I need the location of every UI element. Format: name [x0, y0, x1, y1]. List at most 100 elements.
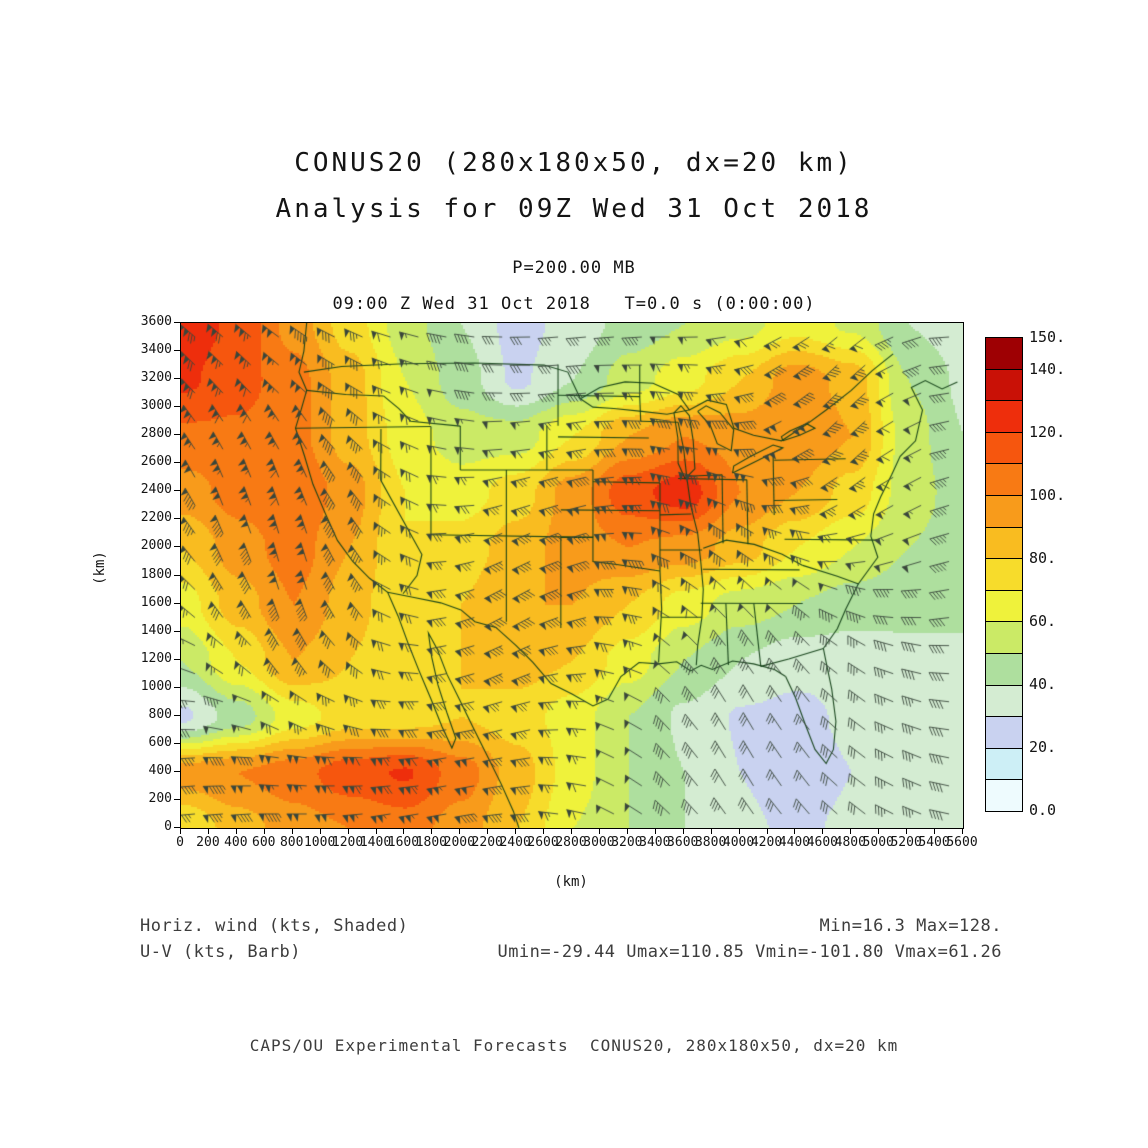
x-tick [878, 828, 880, 834]
x-tick-label: 400 [224, 835, 248, 850]
x-tick [180, 828, 181, 834]
colorbar-segment [986, 685, 1022, 718]
y-tick-label: 2800 [140, 426, 172, 442]
y-tick [174, 630, 180, 632]
y-tick [174, 350, 180, 352]
x-tick-label: 4800 [834, 835, 866, 850]
y-tick [174, 658, 180, 660]
x-tick-label: 2200 [471, 835, 503, 850]
x-tick [682, 828, 684, 834]
x-tick [347, 828, 349, 834]
x-tick-label: 3200 [611, 835, 643, 850]
colorbar-tick-label: 80. [1029, 548, 1057, 567]
y-tick-label: 1800 [140, 566, 172, 582]
y-tick [174, 378, 180, 380]
x-tick [263, 828, 265, 834]
colorbar-tick-label: 140. [1029, 359, 1066, 378]
y-axis-label: (km) [92, 551, 108, 585]
x-tick [962, 828, 963, 834]
y-tick [174, 322, 180, 323]
y-tick-label: 600 [148, 734, 172, 750]
y-tick [174, 714, 180, 716]
wind-field-canvas [181, 323, 963, 828]
x-tick-label: 3000 [583, 835, 615, 850]
colorbar [985, 337, 1023, 812]
y-tick-label: 800 [148, 706, 172, 722]
x-tick-label: 2400 [499, 835, 531, 850]
colorbar-segment [986, 495, 1022, 528]
x-tick-label: 2000 [443, 835, 475, 850]
colorbar-segment [986, 369, 1022, 402]
colorbar-segment [986, 653, 1022, 686]
x-axis-label: (km) [554, 874, 588, 890]
x-tick [626, 828, 628, 834]
colorbar-segment [986, 590, 1022, 623]
colorbar-tick-label: 100. [1029, 485, 1066, 504]
y-tick [174, 434, 180, 436]
map-plot-frame [180, 322, 964, 829]
x-tick [235, 828, 237, 834]
x-tick-label: 5200 [890, 835, 922, 850]
y-tick [174, 462, 180, 464]
x-tick [766, 828, 768, 834]
valid-time-label: 09:00 Z Wed 31 Oct 2018 T=0.0 s (0:00:00… [332, 294, 816, 314]
colorbar-segment [986, 401, 1022, 433]
x-tick [822, 828, 824, 834]
x-tick-label: 3600 [667, 835, 699, 850]
uv-minmax-label: Umin=-29.44 Umax=110.85 Vmin=-101.80 Vma… [497, 942, 1002, 962]
y-tick [174, 574, 180, 576]
x-tick-label: 1600 [387, 835, 420, 850]
y-tick [174, 518, 180, 520]
barb-field-caption: U-V (kts, Barb) [140, 942, 302, 962]
x-tick [431, 828, 433, 834]
y-tick [174, 406, 180, 408]
x-tick [850, 828, 852, 834]
x-tick-label: 800 [279, 835, 304, 850]
y-tick-label: 3200 [140, 370, 172, 386]
colorbar-tick-label: 150. [1029, 328, 1066, 346]
colorbar-segment [986, 527, 1022, 560]
shaded-field-caption: Horiz. wind (kts, Shaded) [140, 916, 409, 936]
y-tick-label: 1600 [140, 594, 172, 610]
colorbar-tick-label: 40. [1029, 674, 1057, 693]
x-tick-label: 3400 [639, 835, 671, 850]
x-tick-label: 5600 [946, 835, 978, 850]
colorbar-segment [986, 717, 1022, 749]
x-tick [291, 828, 293, 834]
y-tick-label: 400 [148, 762, 172, 778]
colorbar-segment [986, 464, 1022, 496]
y-tick [174, 798, 180, 800]
x-tick [543, 828, 545, 834]
y-tick-label: 1400 [140, 622, 172, 638]
x-tick-label: 4600 [806, 835, 838, 850]
x-tick [319, 828, 321, 834]
x-tick-label: 3800 [694, 835, 727, 850]
x-tick [207, 828, 209, 834]
y-tick [174, 827, 180, 828]
y-tick [174, 742, 180, 744]
x-tick [710, 828, 712, 834]
x-tick-label: 4200 [750, 835, 783, 850]
y-tick [174, 602, 180, 604]
x-tick [598, 828, 600, 834]
y-tick-label: 1200 [140, 650, 172, 666]
colorbar-segment [986, 622, 1022, 654]
x-tick-label: 200 [196, 835, 220, 850]
x-tick-label: 1800 [415, 835, 447, 850]
colorbar-tick-label: 20. [1029, 737, 1057, 756]
colorbar-tick-label: 60. [1029, 611, 1057, 630]
x-tick-label: 4400 [778, 835, 811, 850]
x-tick [403, 828, 405, 834]
x-tick [459, 828, 461, 834]
x-tick-label: 4000 [722, 835, 755, 850]
x-tick [571, 828, 572, 834]
colorbar-tick-label: 0.0 [1029, 801, 1057, 819]
x-tick [906, 828, 908, 834]
colorbar-segment [986, 780, 1022, 811]
y-tick-label: 3600 [140, 314, 172, 329]
field-minmax-label: Min=16.3 Max=128. [819, 916, 1002, 936]
footer-caption: CAPS/OU Experimental Forecasts CONUS20, … [249, 1036, 899, 1055]
x-tick-label: 600 [252, 835, 276, 850]
x-tick [487, 828, 489, 834]
